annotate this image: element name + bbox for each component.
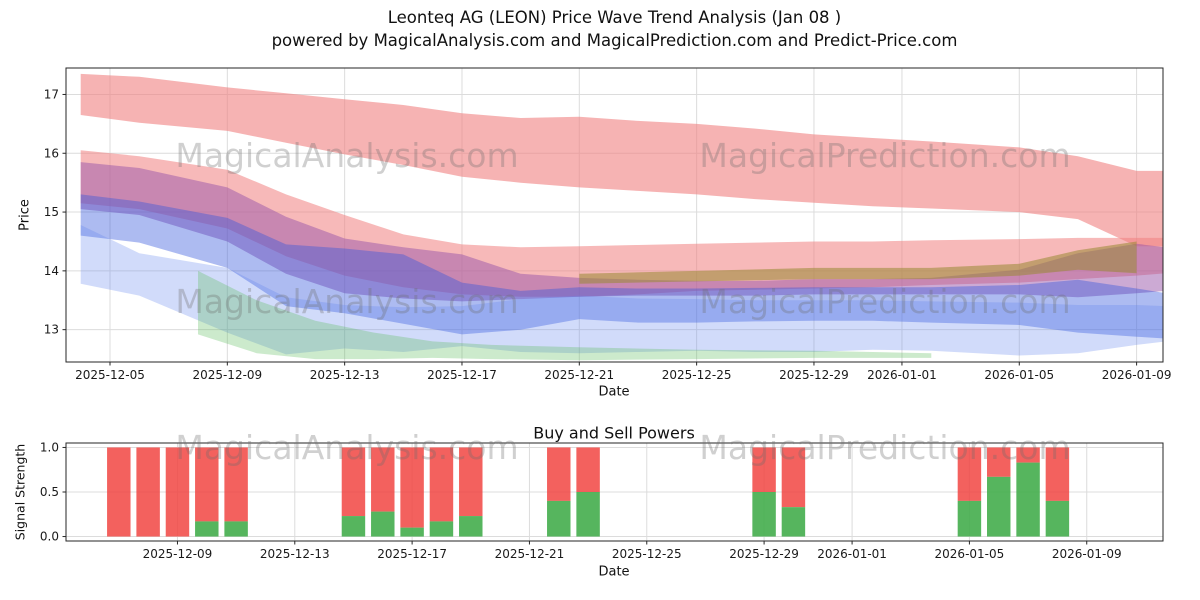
price-x-tick-label: 2025-12-17 [427, 368, 497, 382]
signal-x-tick-label: 2026-01-05 [935, 547, 1005, 561]
sell-power-bar [195, 447, 219, 522]
signal-x-tick-label: 2025-12-21 [495, 547, 565, 561]
sell-power-bar [547, 447, 571, 501]
signal-chart-title: Buy and Sell Powers [533, 423, 695, 443]
signal-x-tick-label: 2026-01-09 [1052, 547, 1122, 561]
price-x-tick-label: 2026-01-09 [1102, 368, 1172, 382]
price-band-support-green [198, 270, 932, 361]
price-y-axis-label: Price [17, 199, 33, 231]
price-x-tick-label: 2025-12-25 [662, 368, 732, 382]
signal-x-tick-label: 2025-12-09 [143, 547, 213, 561]
sell-power-bar [1045, 447, 1070, 501]
price-x-axis-label: Date [598, 384, 630, 400]
signal-x-tick-label: 2025-12-29 [729, 547, 799, 561]
sell-power-bar [781, 447, 806, 508]
buy-power-bar [400, 527, 424, 537]
buy-power-bar [224, 521, 248, 537]
sell-power-bar [341, 447, 366, 517]
price-x-tick-label: 2026-01-01 [867, 368, 937, 382]
signal-x-tick-label: 2025-12-25 [612, 547, 682, 561]
signal-x-tick-label: 2025-12-17 [377, 547, 447, 561]
buy-power-bar [752, 492, 776, 537]
sell-power-bar [165, 447, 190, 537]
price-bands [80, 73, 1163, 361]
buy-power-bar [576, 492, 600, 537]
sell-power-bar [1016, 447, 1040, 463]
signal-y-axis-label: Signal Strength [12, 443, 28, 541]
price-band-mid-trend-purple [80, 162, 1163, 302]
buy-power-bar [781, 507, 806, 537]
sell-power-bar [371, 447, 395, 512]
page-title: Leonteq AG (LEON) Price Wave Trend Analy… [387, 8, 842, 27]
signal-bars [107, 447, 1070, 537]
price-axis-ticks: 13 14 15 16 17 2025-12-05 2025-12-09 2025-12-13… [44, 87, 1172, 382]
signal-x-axis-label: Date [598, 564, 630, 580]
buy-power-bar [1016, 462, 1040, 537]
price-x-tick-label: 2025-12-13 [310, 368, 380, 382]
buy-power-bar [987, 476, 1011, 537]
signal-x-tick-label: 2025-12-13 [260, 547, 330, 561]
signal-axis-ticks: 0.0 0.5 1.0 2025-12-09 2025-12-13 2025-12-17 2… [40, 440, 1122, 561]
signal-y-tick-label: 0.5 [40, 485, 59, 499]
price-band-wave-light-blue [80, 225, 1163, 356]
sell-power-bar [752, 447, 776, 492]
buy-power-bar [547, 500, 571, 537]
sell-power-bar [107, 447, 131, 537]
sell-power-bar [576, 447, 600, 492]
sell-power-bar [400, 447, 424, 528]
price-band-wave-blue [80, 194, 1163, 339]
price-x-tick-label: 2026-01-05 [984, 368, 1054, 382]
price-y-tick-label: 17 [44, 87, 59, 101]
buy-power-bar [371, 511, 395, 537]
price-y-tick-label: 13 [44, 323, 59, 337]
sell-power-bar [459, 447, 483, 517]
signal-x-tick-label: 2026-01-01 [817, 547, 887, 561]
signal-y-tick-label: 1.0 [40, 440, 59, 454]
buy-power-bar [1045, 500, 1070, 537]
price-y-tick-label: 14 [44, 264, 59, 278]
price-band-upper-resistance [80, 73, 1163, 247]
price-x-tick-label: 2025-12-29 [779, 368, 849, 382]
sell-power-bar [224, 447, 248, 522]
sell-power-bar [136, 447, 160, 537]
price-band-trend-olive [579, 241, 1137, 284]
sell-power-bar [987, 447, 1011, 477]
buy-power-bar [459, 516, 483, 537]
page-subtitle: powered by MagicalAnalysis.com and Magic… [271, 31, 958, 50]
signal-y-tick-label: 0.0 [40, 530, 59, 544]
buy-power-bar [195, 521, 219, 537]
sell-power-bar [957, 447, 982, 501]
price-x-tick-label: 2025-12-05 [75, 368, 145, 382]
price-x-tick-label: 2025-12-21 [544, 368, 614, 382]
price-plot-border [65, 67, 1164, 363]
buy-power-bar [957, 500, 982, 537]
buy-power-bar [341, 516, 366, 537]
price-x-tick-label: 2025-12-09 [192, 368, 262, 382]
price-y-tick-label: 16 [44, 146, 59, 160]
price-y-tick-label: 15 [44, 205, 59, 219]
sell-power-bar [429, 447, 454, 522]
buy-power-bar [429, 521, 454, 537]
